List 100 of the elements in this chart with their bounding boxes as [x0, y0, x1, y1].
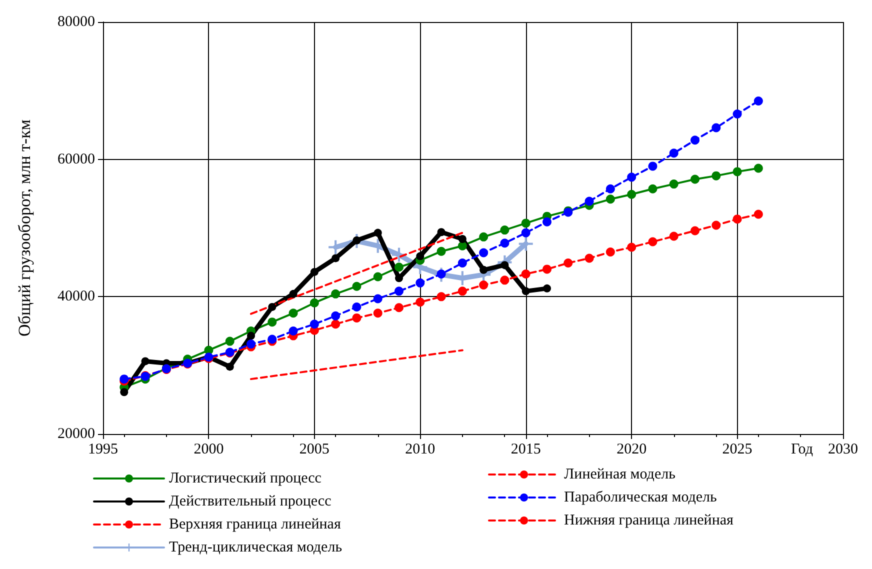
point: [373, 272, 382, 282]
point: [310, 320, 319, 329]
legend-label: Тренд-циклическая модель: [169, 540, 342, 556]
x-tick-label: 1995: [88, 442, 118, 458]
point: [289, 290, 298, 298]
legend-label: Параболическая модель: [564, 490, 718, 506]
point: [754, 210, 763, 219]
point: [690, 136, 700, 145]
point: [268, 302, 276, 311]
y-tick-label: 20000: [58, 426, 95, 442]
point: [500, 276, 510, 285]
point: [648, 184, 658, 194]
point: [394, 262, 404, 272]
point: [458, 234, 466, 243]
point: [394, 286, 404, 296]
point: [352, 302, 362, 312]
point: [458, 286, 467, 296]
point: [120, 388, 128, 396]
y-tick-label: 80000: [58, 14, 95, 30]
legend-label: Нижняя граница линейная: [564, 512, 734, 528]
point: [627, 190, 636, 199]
y-tick-label: 40000: [58, 288, 95, 305]
point: [500, 226, 510, 235]
point: [669, 232, 678, 241]
point: [690, 226, 700, 236]
point: [542, 217, 552, 226]
point: [479, 248, 488, 258]
point: [436, 246, 446, 256]
x-tick-label: 2020: [616, 442, 647, 458]
point: [543, 284, 551, 292]
point: [564, 258, 573, 268]
point: [437, 228, 446, 236]
point: [394, 303, 404, 312]
x-tick-label: 2010: [405, 442, 436, 458]
x-axis-title: Год: [790, 442, 814, 458]
x-tick-label: 2030: [828, 442, 858, 458]
point: [374, 228, 382, 237]
point: [373, 294, 382, 304]
point: [712, 220, 721, 230]
point: [246, 340, 256, 349]
point: [332, 254, 340, 262]
point: [712, 123, 721, 132]
point: [288, 326, 298, 336]
point: [288, 308, 298, 318]
point: [416, 278, 425, 288]
point: [436, 270, 446, 279]
point: [141, 357, 150, 366]
x-tick-label: 2000: [194, 442, 224, 458]
point: [627, 172, 636, 182]
point: [584, 196, 594, 206]
y-tick-label: 60000: [58, 151, 95, 168]
point: [268, 318, 277, 327]
legend-label: Действительный процесс: [169, 494, 332, 510]
point: [331, 289, 340, 298]
point: [754, 96, 763, 106]
point: [331, 320, 340, 329]
point: [331, 311, 340, 320]
point: [521, 228, 530, 238]
point: [226, 362, 234, 371]
point: [479, 280, 488, 290]
point: [584, 254, 594, 263]
x-tick-label: 2025: [722, 442, 752, 458]
point: [669, 180, 678, 189]
point: [648, 162, 658, 171]
point: [732, 110, 742, 119]
point: [648, 237, 658, 246]
point: [712, 171, 721, 180]
point: [606, 194, 615, 204]
point: [669, 148, 678, 158]
point: [416, 298, 425, 307]
point: [500, 238, 510, 248]
point: [328, 240, 343, 254]
legend-label: Линейная модель: [564, 466, 676, 482]
point: [352, 313, 362, 322]
point: [225, 336, 234, 346]
point: [606, 184, 615, 194]
point: [310, 268, 318, 276]
point: [352, 236, 361, 244]
point: [606, 248, 615, 257]
point: [480, 266, 488, 274]
point: [458, 258, 467, 268]
point: [627, 242, 636, 252]
point: [479, 232, 488, 242]
point: [373, 308, 382, 318]
point: [754, 164, 763, 173]
point: [436, 292, 446, 302]
point: [521, 218, 530, 228]
y-axis-title: Общий грузооборот, млн т-км: [15, 119, 34, 337]
x-tick-label: 2015: [510, 442, 541, 458]
legend-label: Логистический процесс: [169, 470, 322, 486]
point: [458, 241, 467, 250]
point: [732, 167, 742, 176]
point: [395, 274, 403, 282]
point: [416, 252, 424, 260]
point: [310, 298, 319, 308]
point: [352, 282, 362, 291]
point: [247, 332, 255, 340]
point: [542, 264, 552, 274]
point: [521, 270, 530, 279]
point: [522, 287, 530, 296]
